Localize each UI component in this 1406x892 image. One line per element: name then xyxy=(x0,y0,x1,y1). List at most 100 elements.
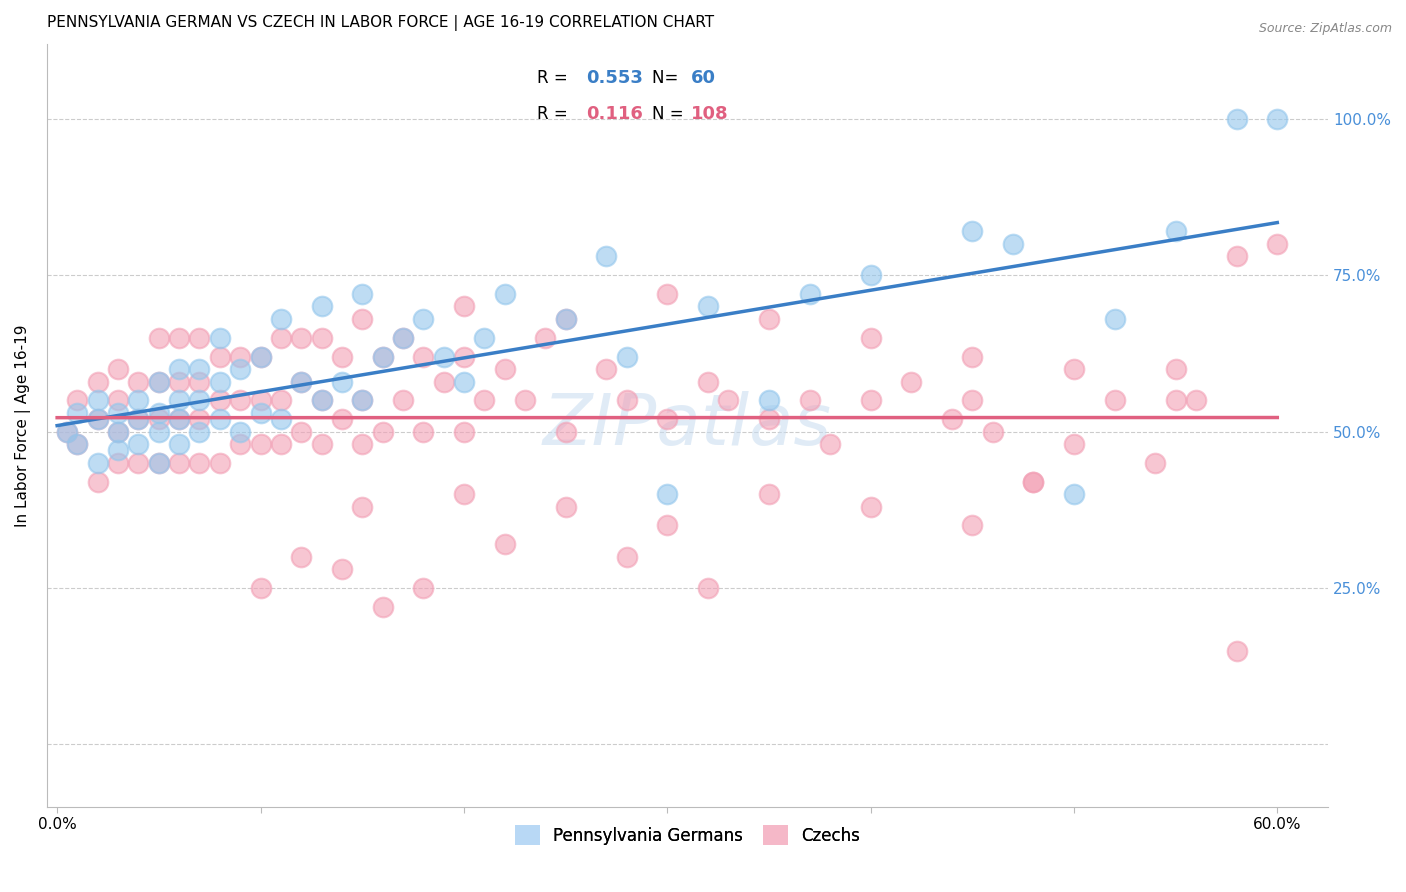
Point xyxy=(371,599,394,614)
Point xyxy=(696,375,718,389)
Point xyxy=(371,350,394,364)
Point xyxy=(392,331,415,345)
Point xyxy=(1265,236,1288,251)
Point xyxy=(616,350,638,364)
Point xyxy=(229,350,252,364)
Point xyxy=(167,412,190,426)
Point xyxy=(127,393,149,408)
Point xyxy=(311,393,333,408)
Point xyxy=(412,350,434,364)
Point xyxy=(66,437,89,451)
Point xyxy=(127,437,149,451)
Point xyxy=(962,224,984,238)
Point xyxy=(1063,362,1085,376)
Point xyxy=(208,350,231,364)
Point xyxy=(188,456,211,470)
Point xyxy=(87,412,110,426)
Point xyxy=(66,437,89,451)
Point xyxy=(188,412,211,426)
Point xyxy=(311,437,333,451)
Point xyxy=(352,500,374,514)
Point xyxy=(657,487,679,501)
Point xyxy=(249,406,271,420)
Point xyxy=(167,331,190,345)
Point xyxy=(595,249,617,263)
Point xyxy=(859,500,882,514)
Point xyxy=(311,393,333,408)
Point xyxy=(87,412,110,426)
Point xyxy=(1104,393,1126,408)
Point xyxy=(595,362,617,376)
Point xyxy=(554,312,576,326)
Point xyxy=(290,375,312,389)
Point xyxy=(494,287,516,301)
Point xyxy=(167,437,190,451)
Point xyxy=(270,331,292,345)
Point xyxy=(941,412,963,426)
Point xyxy=(412,312,434,326)
Point xyxy=(127,375,149,389)
Point xyxy=(1022,475,1045,489)
Point xyxy=(657,287,679,301)
Point xyxy=(1164,393,1187,408)
Text: Source: ZipAtlas.com: Source: ZipAtlas.com xyxy=(1258,22,1392,36)
Point xyxy=(249,393,271,408)
Point xyxy=(107,362,129,376)
Point xyxy=(56,425,79,439)
Point xyxy=(1226,112,1249,126)
Point xyxy=(453,375,475,389)
Point xyxy=(962,350,984,364)
Point xyxy=(127,412,149,426)
Point xyxy=(432,350,454,364)
Point xyxy=(616,549,638,564)
Point xyxy=(107,443,129,458)
Point xyxy=(208,331,231,345)
Point xyxy=(107,425,129,439)
Point xyxy=(513,393,536,408)
Point xyxy=(188,393,211,408)
Text: ZIPatlas: ZIPatlas xyxy=(543,391,832,459)
Point xyxy=(167,456,190,470)
Point xyxy=(616,393,638,408)
Point xyxy=(311,300,333,314)
Point xyxy=(167,375,190,389)
Point xyxy=(148,456,170,470)
Point xyxy=(208,375,231,389)
Point xyxy=(534,331,557,345)
Point xyxy=(290,549,312,564)
Point xyxy=(229,425,252,439)
Point xyxy=(1022,475,1045,489)
Point xyxy=(900,375,922,389)
Point xyxy=(290,425,312,439)
Point xyxy=(453,350,475,364)
Point xyxy=(107,456,129,470)
Point xyxy=(758,312,780,326)
Point xyxy=(859,268,882,282)
Point xyxy=(1265,112,1288,126)
Point xyxy=(127,456,149,470)
Point xyxy=(412,581,434,595)
Point xyxy=(87,393,110,408)
Point xyxy=(472,331,495,345)
Point xyxy=(1164,362,1187,376)
Point xyxy=(818,437,841,451)
Point xyxy=(758,393,780,408)
Point xyxy=(962,518,984,533)
Point xyxy=(148,456,170,470)
Point xyxy=(330,562,353,576)
Y-axis label: In Labor Force | Age 16-19: In Labor Force | Age 16-19 xyxy=(15,324,31,526)
Point xyxy=(554,312,576,326)
Point xyxy=(758,487,780,501)
Point xyxy=(270,412,292,426)
Point xyxy=(66,393,89,408)
Point xyxy=(107,393,129,408)
Point xyxy=(859,331,882,345)
Point xyxy=(1001,236,1024,251)
Point xyxy=(554,500,576,514)
Point xyxy=(371,350,394,364)
Point xyxy=(148,412,170,426)
Point xyxy=(148,331,170,345)
Text: 60: 60 xyxy=(690,69,716,87)
Point xyxy=(453,487,475,501)
Point xyxy=(249,350,271,364)
